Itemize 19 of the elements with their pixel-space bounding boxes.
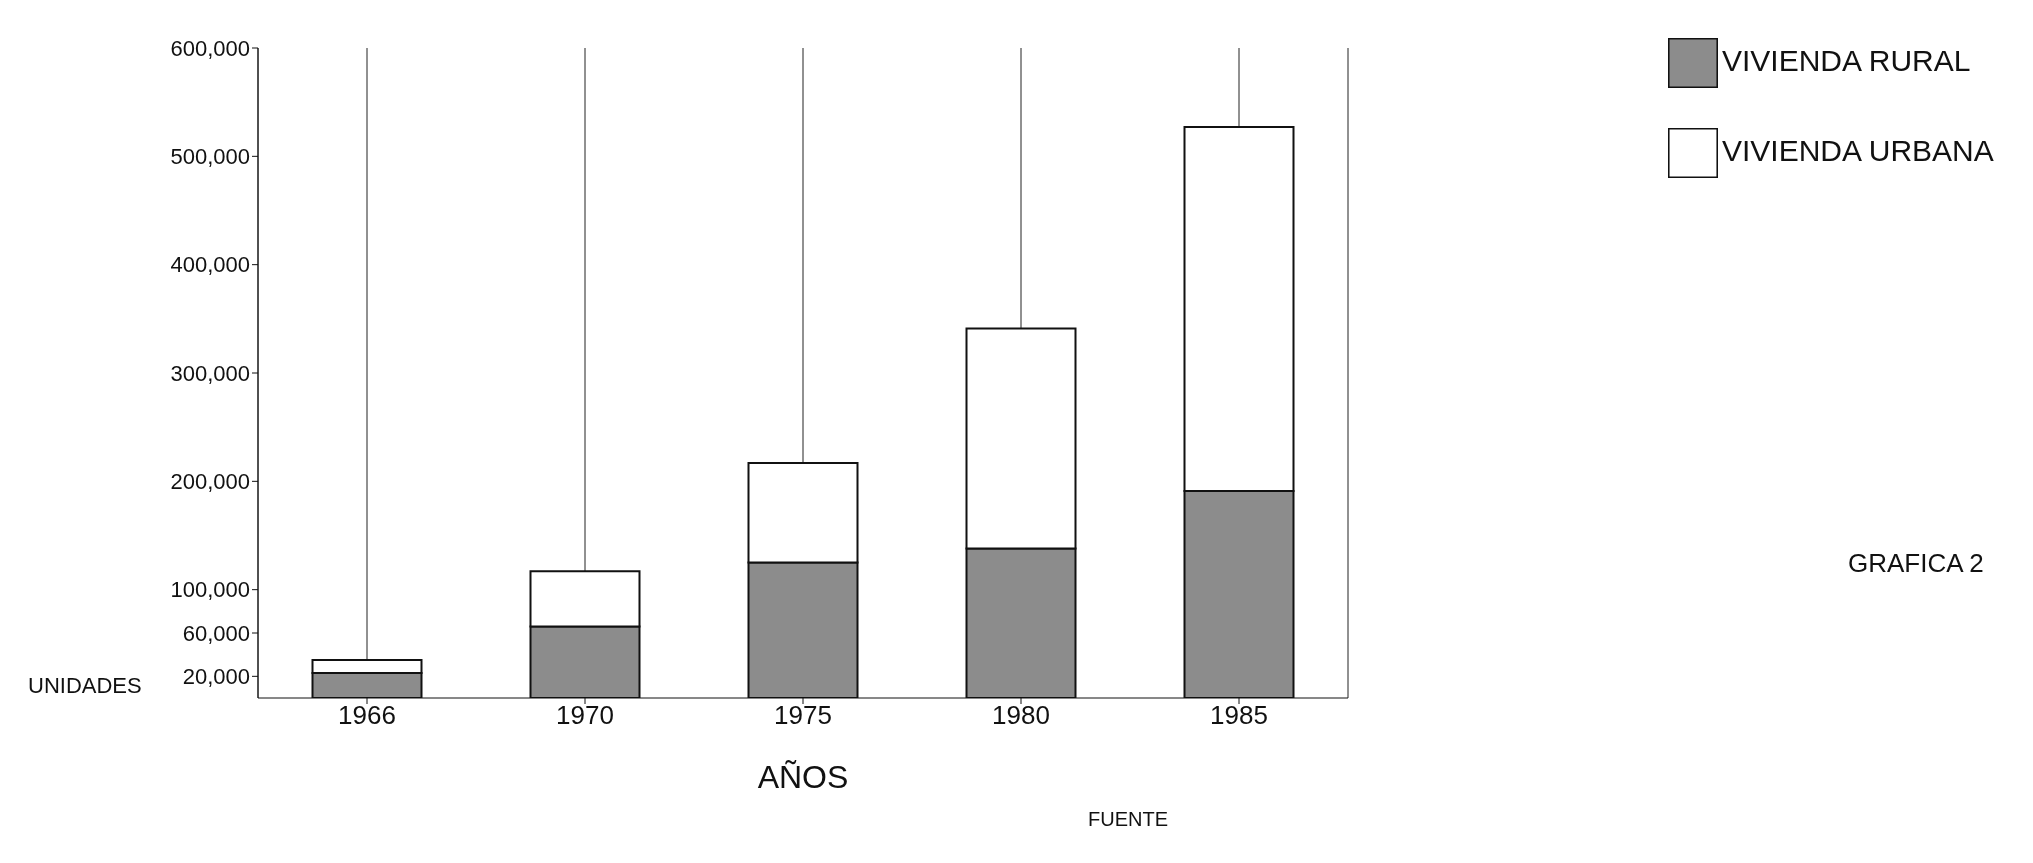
y-tick-label: 20,000 xyxy=(182,664,250,690)
x-tick-label: 1985 xyxy=(1210,700,1268,731)
x-tick-label: 1980 xyxy=(992,700,1050,731)
x-tick-label: 1966 xyxy=(338,700,396,731)
x-tick-label: 1975 xyxy=(774,700,832,731)
y-tick-label: 500,000 xyxy=(170,144,250,170)
legend-label: VIVIENDA RURAL xyxy=(1722,43,1971,77)
x-axis-title: AÑOS xyxy=(757,759,849,795)
y-tick-label: 300,000 xyxy=(170,360,250,386)
y-tick-label: 60,000 xyxy=(182,620,250,646)
y-axis-title: UNIDADES xyxy=(28,673,142,698)
y-tick-label: 100,000 xyxy=(170,577,250,603)
text: GRAFICA 2 xyxy=(1848,548,1984,579)
legend-label: VIVIENDA URBANA xyxy=(1722,133,1994,167)
y-tick-label: 400,000 xyxy=(170,252,250,278)
y-tick-label: 600,000 xyxy=(170,35,250,61)
x-tick-label: 1970 xyxy=(556,700,614,731)
y-tick-label: 200,000 xyxy=(170,469,250,495)
text: FUENTE xyxy=(1088,808,1168,831)
